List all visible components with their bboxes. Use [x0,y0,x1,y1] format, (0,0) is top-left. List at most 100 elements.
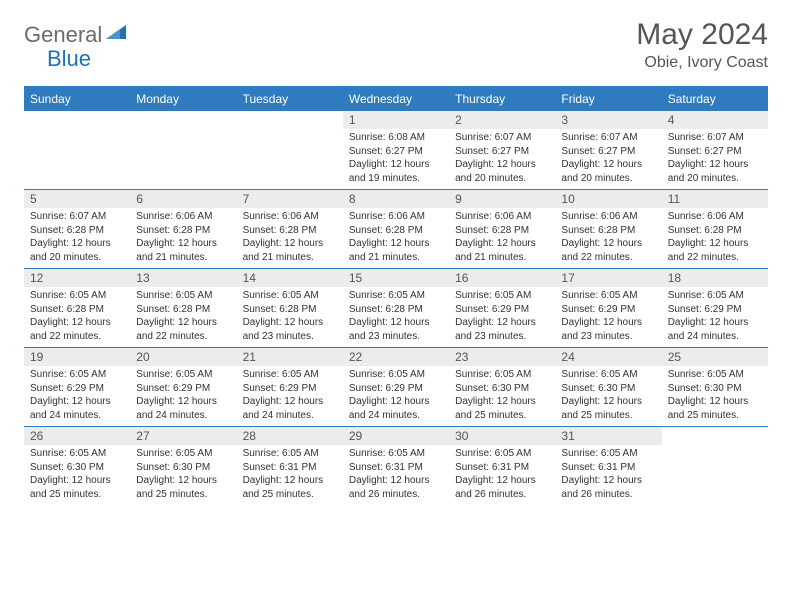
day-number: 27 [130,427,236,445]
day-details: Sunrise: 6:05 AMSunset: 6:31 PMDaylight:… [343,445,449,505]
calendar-day-cell: 9Sunrise: 6:06 AMSunset: 6:28 PMDaylight… [449,190,555,269]
calendar-day-cell: 7Sunrise: 6:06 AMSunset: 6:28 PMDaylight… [237,190,343,269]
day-details: Sunrise: 6:05 AMSunset: 6:29 PMDaylight:… [662,287,768,347]
weekday-header: Sunday [24,87,130,111]
calendar-day-cell: 4Sunrise: 6:07 AMSunset: 6:27 PMDaylight… [662,111,768,190]
day-details: Sunrise: 6:06 AMSunset: 6:28 PMDaylight:… [555,208,661,268]
day-details: Sunrise: 6:08 AMSunset: 6:27 PMDaylight:… [343,129,449,189]
calendar-week-row: 5Sunrise: 6:07 AMSunset: 6:28 PMDaylight… [24,190,768,269]
month-title: May 2024 [636,18,768,52]
calendar-day-cell: 5Sunrise: 6:07 AMSunset: 6:28 PMDaylight… [24,190,130,269]
day-number: 30 [449,427,555,445]
calendar-day-cell: 12Sunrise: 6:05 AMSunset: 6:28 PMDayligh… [24,269,130,348]
calendar-day-cell: 19Sunrise: 6:05 AMSunset: 6:29 PMDayligh… [24,348,130,427]
calendar-day-cell: 18Sunrise: 6:05 AMSunset: 6:29 PMDayligh… [662,269,768,348]
calendar-day-cell: 17Sunrise: 6:05 AMSunset: 6:29 PMDayligh… [555,269,661,348]
day-number: 11 [662,190,768,208]
weekday-header: Friday [555,87,661,111]
day-details: Sunrise: 6:05 AMSunset: 6:30 PMDaylight:… [662,366,768,426]
day-number: 8 [343,190,449,208]
day-number: 16 [449,269,555,287]
calendar-table: SundayMondayTuesdayWednesdayThursdayFrid… [24,86,768,505]
calendar-day-cell: 26Sunrise: 6:05 AMSunset: 6:30 PMDayligh… [24,427,130,506]
day-number: 5 [24,190,130,208]
day-details: Sunrise: 6:05 AMSunset: 6:31 PMDaylight:… [555,445,661,505]
day-details: Sunrise: 6:05 AMSunset: 6:28 PMDaylight:… [343,287,449,347]
day-details: Sunrise: 6:06 AMSunset: 6:28 PMDaylight:… [237,208,343,268]
day-number: 19 [24,348,130,366]
calendar-day-cell [662,427,768,506]
calendar-week-row: 12Sunrise: 6:05 AMSunset: 6:28 PMDayligh… [24,269,768,348]
day-number: 9 [449,190,555,208]
calendar-day-cell [24,111,130,190]
brand-word-1: General [24,22,102,48]
calendar-day-cell: 13Sunrise: 6:05 AMSunset: 6:28 PMDayligh… [130,269,236,348]
calendar-day-cell: 6Sunrise: 6:06 AMSunset: 6:28 PMDaylight… [130,190,236,269]
day-details: Sunrise: 6:05 AMSunset: 6:28 PMDaylight:… [237,287,343,347]
calendar-day-cell: 3Sunrise: 6:07 AMSunset: 6:27 PMDaylight… [555,111,661,190]
day-details: Sunrise: 6:06 AMSunset: 6:28 PMDaylight:… [343,208,449,268]
day-number: 12 [24,269,130,287]
day-details: Sunrise: 6:05 AMSunset: 6:28 PMDaylight:… [24,287,130,347]
day-details: Sunrise: 6:05 AMSunset: 6:31 PMDaylight:… [449,445,555,505]
calendar-day-cell: 14Sunrise: 6:05 AMSunset: 6:28 PMDayligh… [237,269,343,348]
day-number [24,111,130,129]
calendar-day-cell: 24Sunrise: 6:05 AMSunset: 6:30 PMDayligh… [555,348,661,427]
day-details: Sunrise: 6:05 AMSunset: 6:29 PMDaylight:… [24,366,130,426]
day-details: Sunrise: 6:07 AMSunset: 6:27 PMDaylight:… [555,129,661,189]
calendar-day-cell: 8Sunrise: 6:06 AMSunset: 6:28 PMDaylight… [343,190,449,269]
day-details: Sunrise: 6:06 AMSunset: 6:28 PMDaylight:… [662,208,768,268]
day-details: Sunrise: 6:05 AMSunset: 6:31 PMDaylight:… [237,445,343,505]
day-number: 31 [555,427,661,445]
brand-word-2: Blue [47,46,91,71]
day-number: 3 [555,111,661,129]
day-number: 23 [449,348,555,366]
location: Obie, Ivory Coast [636,54,768,72]
calendar-day-cell: 25Sunrise: 6:05 AMSunset: 6:30 PMDayligh… [662,348,768,427]
brand-word-2-wrap: Blue [47,46,91,72]
day-details: Sunrise: 6:07 AMSunset: 6:27 PMDaylight:… [662,129,768,189]
calendar-day-cell: 20Sunrise: 6:05 AMSunset: 6:29 PMDayligh… [130,348,236,427]
day-details: Sunrise: 6:05 AMSunset: 6:30 PMDaylight:… [24,445,130,505]
weekday-header: Thursday [449,87,555,111]
day-number: 1 [343,111,449,129]
calendar-day-cell: 2Sunrise: 6:07 AMSunset: 6:27 PMDaylight… [449,111,555,190]
calendar-week-row: 19Sunrise: 6:05 AMSunset: 6:29 PMDayligh… [24,348,768,427]
brand-logo: General [24,22,130,48]
calendar-day-cell: 23Sunrise: 6:05 AMSunset: 6:30 PMDayligh… [449,348,555,427]
day-details: Sunrise: 6:05 AMSunset: 6:29 PMDaylight:… [343,366,449,426]
day-details: Sunrise: 6:05 AMSunset: 6:29 PMDaylight:… [237,366,343,426]
day-details: Sunrise: 6:05 AMSunset: 6:29 PMDaylight:… [130,366,236,426]
day-details: Sunrise: 6:06 AMSunset: 6:28 PMDaylight:… [449,208,555,268]
brand-triangle-icon [106,25,128,46]
day-number: 29 [343,427,449,445]
day-number: 6 [130,190,236,208]
day-details: Sunrise: 6:07 AMSunset: 6:28 PMDaylight:… [24,208,130,268]
weekday-header: Wednesday [343,87,449,111]
day-number: 24 [555,348,661,366]
day-number: 10 [555,190,661,208]
calendar-day-cell [237,111,343,190]
day-number: 14 [237,269,343,287]
day-number: 21 [237,348,343,366]
day-details: Sunrise: 6:05 AMSunset: 6:29 PMDaylight:… [449,287,555,347]
calendar-day-cell: 15Sunrise: 6:05 AMSunset: 6:28 PMDayligh… [343,269,449,348]
day-number: 13 [130,269,236,287]
day-number [130,111,236,129]
day-number: 18 [662,269,768,287]
day-number: 25 [662,348,768,366]
weekday-header: Tuesday [237,87,343,111]
day-details: Sunrise: 6:05 AMSunset: 6:30 PMDaylight:… [449,366,555,426]
calendar-day-cell: 27Sunrise: 6:05 AMSunset: 6:30 PMDayligh… [130,427,236,506]
day-details: Sunrise: 6:06 AMSunset: 6:28 PMDaylight:… [130,208,236,268]
day-number: 2 [449,111,555,129]
calendar-day-cell: 28Sunrise: 6:05 AMSunset: 6:31 PMDayligh… [237,427,343,506]
day-number: 28 [237,427,343,445]
day-details: Sunrise: 6:05 AMSunset: 6:30 PMDaylight:… [555,366,661,426]
day-number [662,427,768,445]
calendar-day-cell: 22Sunrise: 6:05 AMSunset: 6:29 PMDayligh… [343,348,449,427]
title-block: May 2024 Obie, Ivory Coast [636,18,768,72]
day-number: 22 [343,348,449,366]
day-number: 17 [555,269,661,287]
day-number: 20 [130,348,236,366]
